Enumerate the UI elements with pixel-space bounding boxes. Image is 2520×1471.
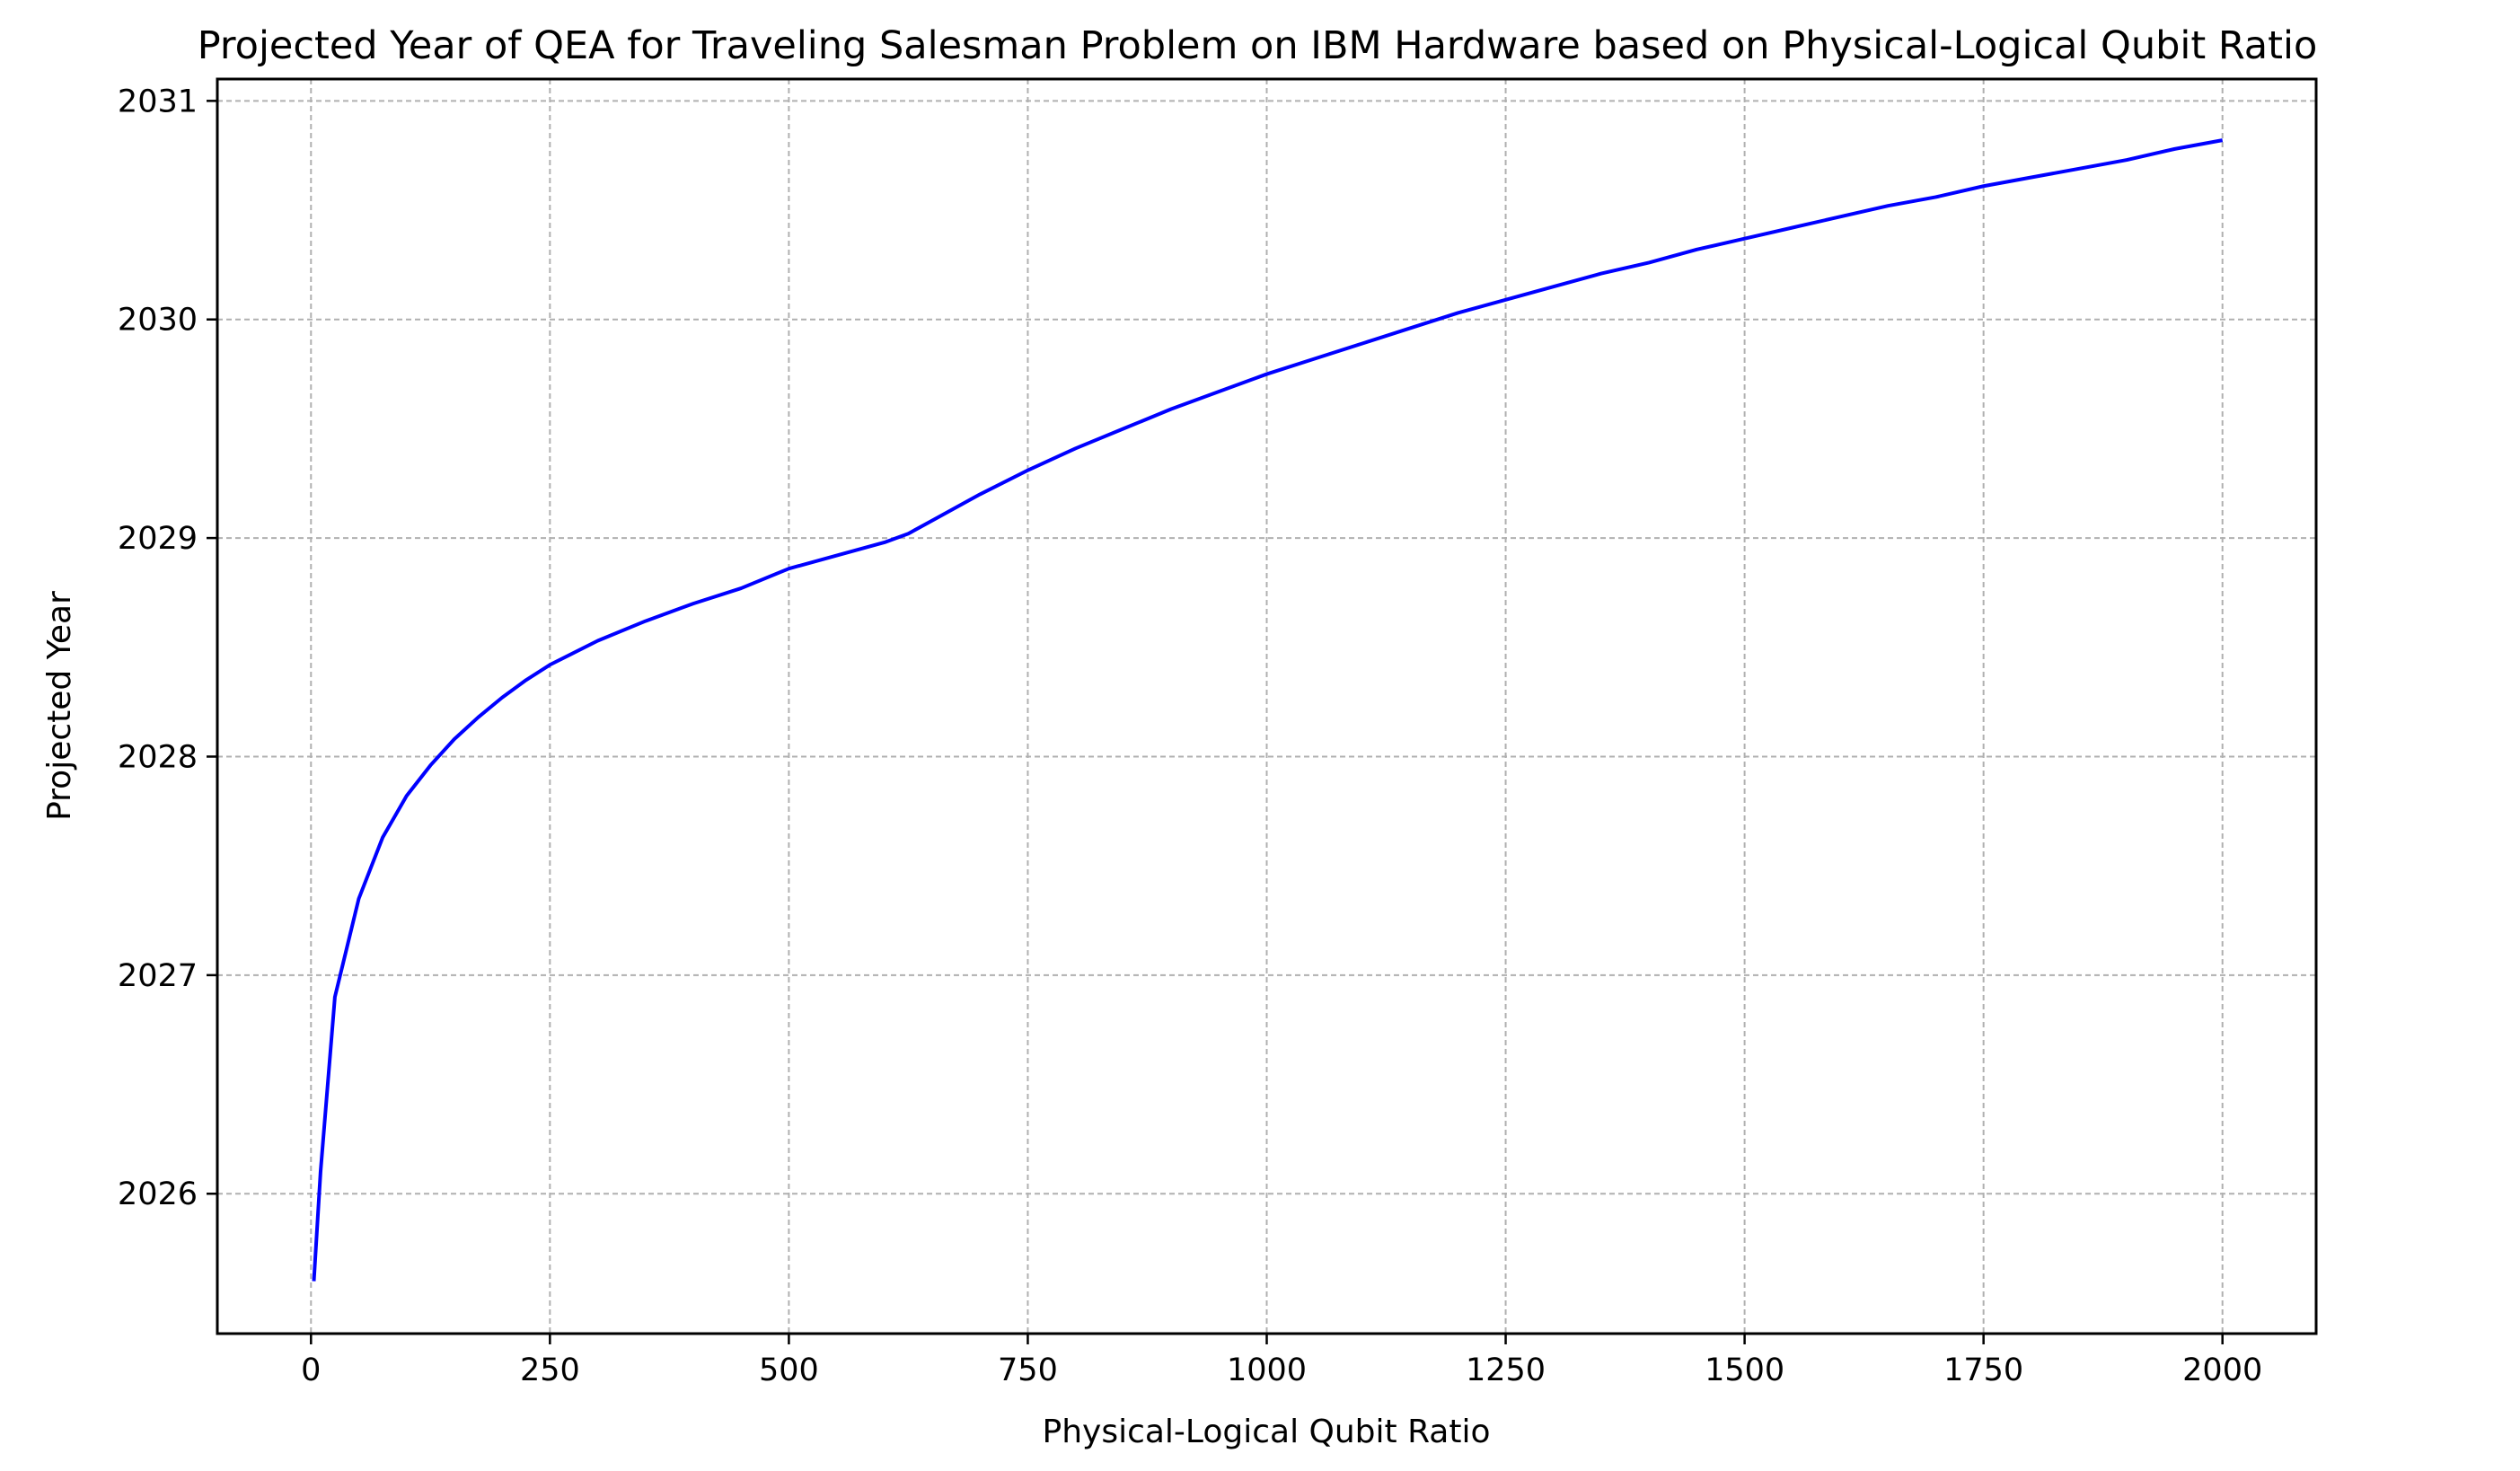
axes-frame [216, 77, 2318, 1335]
y-tick-label: 2026 [118, 1176, 198, 1212]
chart-title: Projected Year of QEA for Traveling Sale… [198, 23, 2318, 68]
x-axis-label: Physical-Logical Qubit Ratio [1042, 1414, 1490, 1450]
series-line [312, 138, 2224, 1282]
x-tick-label: 1000 [1227, 1352, 1307, 1388]
x-tick-label: 0 [301, 1352, 321, 1388]
ticks: 0 250 500 750 1000 1250 1500 1750 2000 2026 2027 20… [118, 84, 2262, 1388]
y-tick-label: 2029 [118, 521, 198, 557]
y-tick-label: 2031 [118, 84, 198, 119]
y-tick-label: 2027 [118, 958, 198, 994]
x-tick-label: 2000 [2182, 1352, 2262, 1388]
x-tick-label: 750 [998, 1352, 1058, 1388]
x-tick-label: 1500 [1705, 1352, 1784, 1388]
x-tick-label: 500 [759, 1352, 819, 1388]
x-tick-label: 1750 [1943, 1352, 2023, 1388]
y-tick-label: 2028 [118, 739, 198, 775]
x-tick-label: 250 [520, 1352, 580, 1388]
plot-area [312, 138, 2224, 1282]
grid-lines [217, 79, 2316, 1334]
y-tick-label: 2030 [118, 303, 198, 339]
y-axis-label: Projected Year [41, 591, 78, 821]
x-tick-label: 1250 [1466, 1352, 1546, 1388]
